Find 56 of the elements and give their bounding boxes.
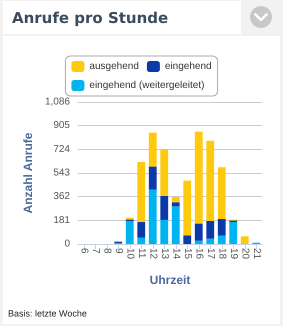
bar (218, 167, 226, 220)
x-tick-label: 16 (193, 248, 204, 260)
bar (206, 238, 214, 244)
x-tick-label: 13 (158, 248, 170, 260)
x-tick-label: 20 (239, 248, 250, 260)
y-tick-label: 362 (53, 191, 70, 202)
x-tick-label: 19 (228, 248, 239, 260)
bar (148, 190, 157, 244)
bar (206, 220, 214, 239)
bar (172, 196, 180, 202)
x-tick-label: 9 (112, 248, 124, 254)
x-axis-title: Uhrzeit (150, 273, 190, 287)
y-tick-label: 1,086 (44, 96, 70, 108)
legend-label: eingehend (weitergeleitet) (89, 80, 204, 91)
y-tick-label: 905 (53, 120, 70, 132)
text: Basis: letzte Woche (8, 308, 87, 318)
bar (172, 202, 180, 206)
legend-label: eingehend (164, 61, 212, 72)
x-tick-label: 7 (90, 248, 101, 254)
x-tick-label: 8 (101, 248, 112, 254)
bar (148, 132, 157, 167)
bar (194, 240, 203, 244)
bar (229, 222, 238, 244)
bar (126, 220, 134, 244)
bar (206, 140, 214, 221)
bar (137, 238, 146, 244)
bar (160, 196, 168, 220)
bar (194, 132, 203, 224)
bar (218, 236, 226, 244)
bar (148, 166, 157, 190)
x-tick-label: 17 (204, 248, 216, 260)
bar (172, 206, 180, 244)
x-tick-label: 12 (147, 248, 158, 260)
x-tick-label: 15 (182, 248, 193, 260)
bar (218, 219, 226, 236)
x-tick-label: 6 (78, 248, 90, 254)
x-tick-label: 11 (136, 248, 147, 259)
legend-label: ausgehend (89, 61, 139, 72)
y-tick-label: 181 (53, 214, 70, 226)
y-tick-label: 543 (53, 168, 70, 178)
chart-title: Anrufe pro Stunde (12, 9, 168, 27)
bar (194, 224, 203, 241)
x-tick-label: 14 (170, 248, 182, 260)
x-tick-label: 21 (250, 248, 262, 260)
bar (183, 180, 192, 236)
bar (137, 162, 146, 222)
bar (137, 222, 146, 238)
x-tick-label: 18 (216, 248, 228, 260)
bar (183, 235, 192, 244)
x-tick-label: 10 (124, 248, 136, 260)
y-tick-label: 724 (53, 144, 70, 155)
bar (160, 148, 168, 196)
bar (160, 220, 168, 244)
y-tick-label: 0 (64, 238, 70, 250)
bar (240, 236, 249, 244)
y-axis-title: Anzahl Anrufe (21, 132, 35, 214)
